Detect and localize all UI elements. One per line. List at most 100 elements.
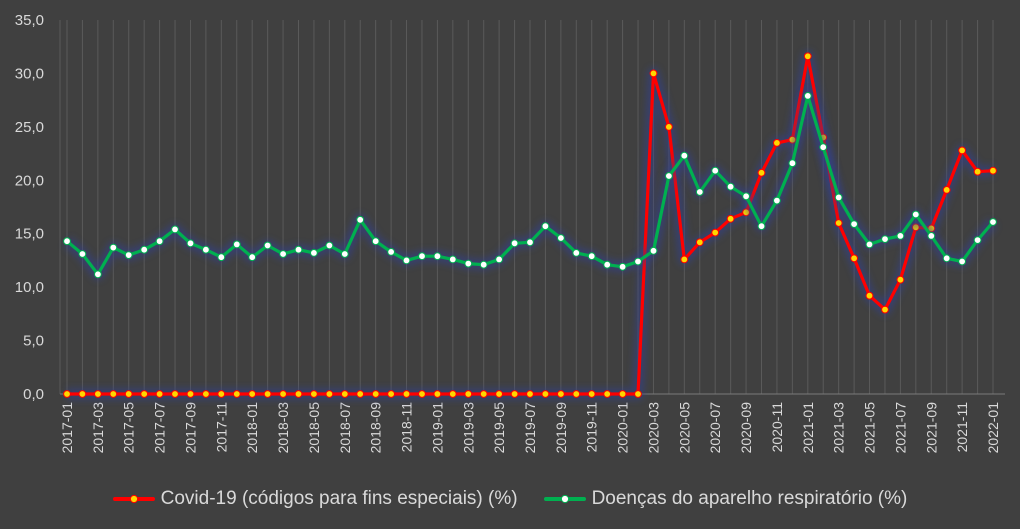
x-tick-label-2020-01: 2020-01 [615,402,631,454]
data-point-2017-09 [186,239,195,248]
data-point-2017-05 [124,251,133,260]
data-point-2018-09 [371,237,380,246]
data-point-2019-04 [479,390,488,398]
legend: Covid-19 (códigos para fins especiais) (… [0,484,1020,514]
x-tick-label-2019-11: 2019-11 [584,402,600,453]
data-point-2017-08 [171,225,179,234]
x-tick-label-2021-05: 2021-05 [862,402,878,454]
data-point-2022-01 [989,218,997,226]
x-tick-label-2020-11: 2020-11 [769,402,785,453]
data-point-2019-12 [603,260,612,269]
data-point-2018-07 [340,390,349,398]
x-tick-label-2021-01: 2021-01 [800,402,816,454]
data-point-2018-08 [356,390,365,398]
data-point-2018-02 [263,390,272,398]
legend-label-covid: Covid-19 (códigos para fins especiais) (… [160,488,518,509]
data-point-2019-08 [541,222,550,231]
data-point-2019-05 [495,390,504,398]
data-point-2018-04 [294,390,303,398]
data-point-2020-04 [665,123,673,131]
data-point-2019-12 [603,390,612,398]
data-point-2020-08 [726,182,735,191]
data-point-2017-12 [232,240,241,249]
data-point-2017-10 [202,390,210,398]
data-point-2021-03 [834,219,843,227]
data-point-2020-03 [649,69,658,78]
x-tick-label-2020-09: 2020-09 [738,402,754,454]
data-point-2019-11 [587,252,596,261]
data-point-2021-03 [834,193,843,202]
x-tick-label-2019-03: 2019-03 [460,402,476,454]
data-point-2022-01 [989,166,997,175]
data-point-2021-01 [803,52,812,61]
data-point-2018-03 [279,390,288,398]
data-point-2017-11 [217,253,226,262]
data-point-2018-11 [402,256,411,265]
x-tick-label-2017-01: 2017-01 [59,402,75,454]
data-point-2021-07 [896,275,905,284]
data-point-2021-11 [958,146,966,155]
data-point-2020-03 [649,246,658,255]
data-point-2021-04 [850,220,858,229]
data-point-2018-03 [279,250,288,258]
data-point-2021-12 [973,167,982,176]
data-point-2018-01 [248,390,257,398]
data-point-2018-02 [263,241,272,250]
x-tick-label-2019-05: 2019-05 [491,402,507,454]
data-point-2017-01 [63,390,71,398]
data-point-2017-07 [155,390,164,398]
data-point-2019-11 [587,390,596,398]
data-point-2018-06 [325,241,334,250]
data-point-2018-07 [340,250,349,258]
data-point-2019-05 [495,255,504,264]
legend-item-respiratory: Doenças do aparelho respiratório (%) [543,488,907,510]
data-point-2019-07 [526,238,534,247]
data-point-2017-12 [232,390,241,398]
x-tick-label-2018-01: 2018-01 [244,402,260,454]
data-point-2021-07 [896,232,905,240]
x-tick-labels: 2017-01 2017-03 2017-05 2017-07 2017-09 2017-… [59,402,1001,454]
y-tick-label-2: 10,0 [15,279,44,296]
data-point-2020-07 [711,228,720,237]
x-tick-label-2019-07: 2019-07 [522,402,538,454]
data-point-2021-10 [942,186,951,194]
x-tick-label-2021-09: 2021-09 [923,402,939,454]
data-point-2021-10 [942,254,951,263]
x-tick-label-2018-05: 2018-05 [306,402,322,454]
data-point-2017-02 [78,390,87,398]
y-tick-label-4: 20,0 [15,172,44,189]
data-point-2018-09 [371,390,380,398]
data-point-2017-10 [202,245,210,254]
data-point-2017-02 [78,250,87,258]
y-tick-label-1: 5,0 [23,333,44,350]
data-point-2018-10 [387,248,396,256]
data-point-2019-06 [510,390,519,398]
data-point-2019-02 [448,390,457,398]
x-tick-label-2020-05: 2020-05 [676,402,692,454]
data-point-2020-09 [742,192,750,201]
data-point-2017-08 [171,390,179,398]
data-point-2020-07 [711,166,720,175]
data-point-2017-07 [155,237,164,246]
data-point-2019-06 [510,239,519,248]
data-point-2021-04 [850,254,858,263]
y-tick-label-5: 25,0 [15,119,44,136]
data-point-2020-10 [757,168,766,177]
series-covid-19-c-digos-para-fins-especiais [63,50,997,400]
data-point-2017-03 [94,390,102,398]
x-tick-label-2019-09: 2019-09 [553,402,569,454]
y-tick-label-3: 15,0 [15,226,44,243]
x-tick-label-2021-03: 2021-03 [831,402,847,454]
legend-item-covid: Covid-19 (códigos para fins especiais) (… [112,488,518,510]
data-point-2020-02 [634,257,642,266]
data-point-2019-10 [572,390,581,398]
x-tick-label-2020-07: 2020-07 [707,402,723,454]
legend-swatch-covid [112,494,155,504]
data-point-2021-06 [881,235,889,244]
series-doen-as-do-aparelho-respirat-rio [63,89,998,281]
data-point-2018-11 [402,390,411,398]
y-tick-label-7: 35,0 [15,12,44,29]
legend-marker-covid [129,494,138,504]
